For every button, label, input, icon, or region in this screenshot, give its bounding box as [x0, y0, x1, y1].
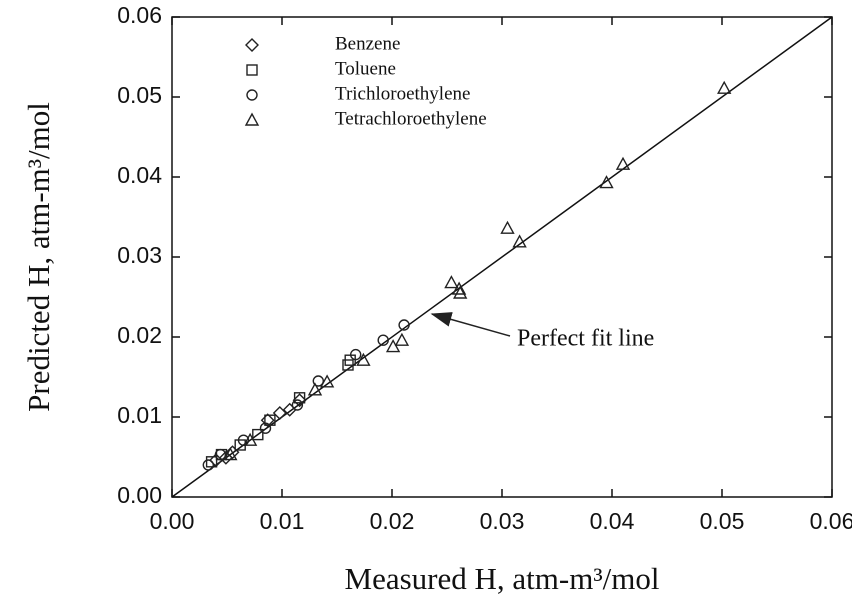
- point: [350, 348, 362, 361]
- point: [292, 393, 307, 408]
- point: [214, 448, 227, 461]
- point: [717, 80, 732, 94]
- y-tick-label: 0.04: [117, 162, 162, 188]
- point: [512, 234, 527, 248]
- annotation-arrow: [430, 312, 511, 337]
- point: [312, 375, 324, 387]
- point: [500, 220, 515, 234]
- point: [259, 422, 272, 434]
- point: [599, 175, 614, 189]
- y-tick-label: 0.02: [117, 322, 162, 348]
- y-tick-label: 0.01: [117, 402, 162, 428]
- point: [202, 459, 215, 471]
- legend-marker: [246, 89, 258, 101]
- point: [218, 450, 233, 465]
- point: [356, 352, 371, 366]
- point: [291, 399, 304, 411]
- point: [293, 392, 306, 404]
- point: [260, 413, 275, 428]
- point: [615, 156, 631, 170]
- point: [242, 432, 258, 446]
- x-axis-title: Measured H, atm-m³/mol: [345, 561, 660, 596]
- point: [223, 447, 238, 461]
- point: [307, 382, 323, 396]
- legend-marker: [245, 38, 259, 52]
- x-tick-label: 0.03: [480, 508, 525, 534]
- y-tick-label: 0.03: [117, 242, 162, 268]
- y-tick-label: 0.06: [117, 2, 162, 28]
- x-tick-label: 0.06: [810, 508, 852, 534]
- point: [342, 359, 354, 371]
- legend-marker: [246, 64, 258, 76]
- point: [319, 374, 335, 388]
- point: [252, 428, 264, 441]
- point: [205, 456, 218, 468]
- point: [272, 406, 287, 420]
- x-tick-label: 0.02: [370, 508, 415, 534]
- point: [453, 285, 468, 299]
- y-tick-label: 0.00: [117, 482, 162, 508]
- x-tick-label: 0.01: [260, 508, 305, 534]
- x-tick-label: 0.05: [700, 508, 745, 534]
- point: [451, 281, 467, 295]
- point: [385, 339, 401, 353]
- legend-marker: [244, 112, 260, 126]
- y-tick-label: 0.05: [117, 82, 162, 108]
- y-axis-title: Predicted H, atm-m³/mol: [21, 102, 56, 412]
- legend-label: Tetrachloroethylene: [335, 108, 487, 129]
- x-tick-label: 0.04: [590, 508, 635, 534]
- point: [394, 332, 410, 346]
- point: [444, 275, 459, 289]
- legend-label: Trichloroethylene: [335, 83, 470, 104]
- x-tick-label: 0.00: [150, 508, 195, 534]
- annotation: Perfect fit line: [517, 326, 654, 352]
- point: [398, 319, 410, 331]
- point: [377, 334, 389, 346]
- legend-label: Benzene: [335, 33, 400, 54]
- legend-label: Toluene: [335, 58, 396, 79]
